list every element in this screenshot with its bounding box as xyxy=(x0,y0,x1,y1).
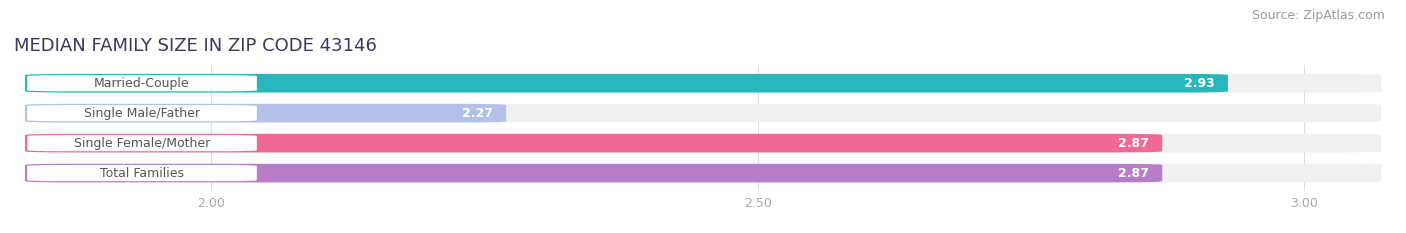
Text: MEDIAN FAMILY SIZE IN ZIP CODE 43146: MEDIAN FAMILY SIZE IN ZIP CODE 43146 xyxy=(14,37,377,55)
Text: 2.87: 2.87 xyxy=(1118,167,1149,180)
Text: 2.93: 2.93 xyxy=(1184,77,1215,90)
FancyBboxPatch shape xyxy=(25,104,1381,123)
Text: Single Female/Mother: Single Female/Mother xyxy=(75,137,209,150)
FancyBboxPatch shape xyxy=(27,165,257,181)
Text: Source: ZipAtlas.com: Source: ZipAtlas.com xyxy=(1251,9,1385,22)
Text: 2.27: 2.27 xyxy=(463,107,494,120)
Text: Married-Couple: Married-Couple xyxy=(94,77,190,90)
Text: 2.87: 2.87 xyxy=(1118,137,1149,150)
FancyBboxPatch shape xyxy=(27,75,257,91)
FancyBboxPatch shape xyxy=(25,134,1163,152)
FancyBboxPatch shape xyxy=(25,134,1381,152)
FancyBboxPatch shape xyxy=(27,135,257,151)
FancyBboxPatch shape xyxy=(25,74,1227,93)
Text: Single Male/Father: Single Male/Father xyxy=(84,107,200,120)
FancyBboxPatch shape xyxy=(25,104,506,123)
Text: Total Families: Total Families xyxy=(100,167,184,180)
FancyBboxPatch shape xyxy=(27,105,257,121)
FancyBboxPatch shape xyxy=(25,164,1163,182)
FancyBboxPatch shape xyxy=(25,164,1381,182)
FancyBboxPatch shape xyxy=(25,74,1381,93)
